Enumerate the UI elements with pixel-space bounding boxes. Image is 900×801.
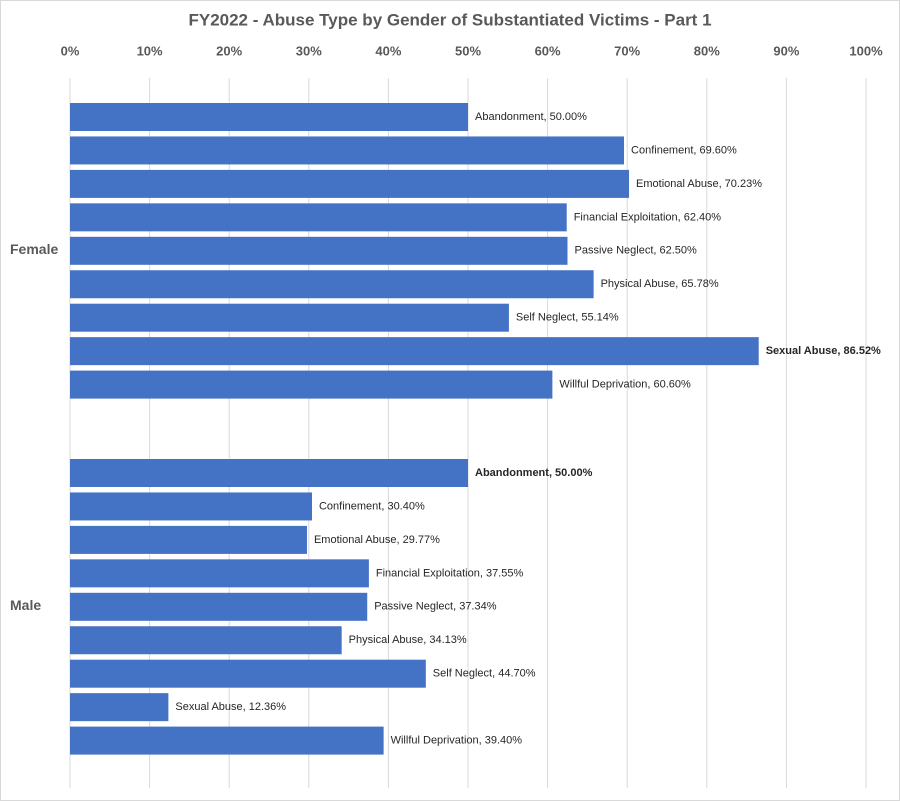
data-label: Willful Deprivation, 60.60%: [559, 379, 691, 391]
bar: [70, 303, 509, 332]
bar: [70, 236, 568, 265]
x-tick-label: 90%: [773, 43, 799, 58]
x-tick-label: 30%: [296, 43, 322, 58]
bar: [70, 203, 567, 232]
data-label: Passive Neglect, 37.34%: [374, 601, 497, 613]
data-label: Passive Neglect, 62.50%: [575, 245, 698, 257]
data-label: Physical Abuse, 34.13%: [349, 634, 467, 646]
data-label: Self Neglect, 44.70%: [433, 668, 536, 680]
data-label: Sexual Abuse, 12.36%: [175, 701, 286, 713]
bar: [70, 103, 468, 131]
bar: [70, 525, 307, 554]
data-label: Physical Abuse, 65.78%: [601, 278, 719, 290]
data-label: Abandonment, 50.00%: [475, 467, 593, 479]
bar: [70, 559, 369, 588]
x-tick-label: 20%: [216, 43, 242, 58]
x-tick-label: 50%: [455, 43, 481, 58]
data-label: Sexual Abuse, 86.52%: [766, 345, 881, 357]
data-label: Self Neglect, 55.14%: [516, 312, 619, 324]
bar: [70, 169, 630, 198]
data-label: Confinement, 69.60%: [631, 144, 737, 156]
data-label: Emotional Abuse, 70.23%: [636, 178, 762, 190]
group-label: Female: [10, 241, 58, 257]
bar: [70, 270, 594, 299]
bar: [70, 592, 368, 621]
x-tick-label: 40%: [375, 43, 401, 58]
data-label: Emotional Abuse, 29.77%: [314, 534, 440, 546]
x-tick-label: 80%: [694, 43, 720, 58]
bar: [70, 459, 468, 487]
bar: [70, 136, 625, 165]
data-label: Willful Deprivation, 39.40%: [391, 735, 523, 747]
x-tick-label: 60%: [535, 43, 561, 58]
x-tick-label: 70%: [614, 43, 640, 58]
data-label: Confinement, 30.40%: [319, 500, 425, 512]
bar: [70, 370, 553, 399]
chart-title: FY2022 - Abuse Type by Gender of Substan…: [188, 10, 711, 29]
data-label: Financial Exploitation, 62.40%: [574, 211, 722, 223]
bar: [70, 492, 312, 521]
data-label: Abandonment, 50.00%: [475, 111, 587, 123]
data-label: Financial Exploitation, 37.55%: [376, 567, 524, 579]
bar: [70, 659, 426, 688]
bar: [70, 337, 759, 366]
bar: [70, 693, 169, 722]
bar: [70, 726, 384, 755]
x-tick-label: 0%: [61, 43, 80, 58]
bar: [70, 626, 342, 655]
x-tick-label: 100%: [849, 43, 883, 58]
x-tick-label: 10%: [137, 43, 163, 58]
group-label: Male: [10, 597, 41, 613]
